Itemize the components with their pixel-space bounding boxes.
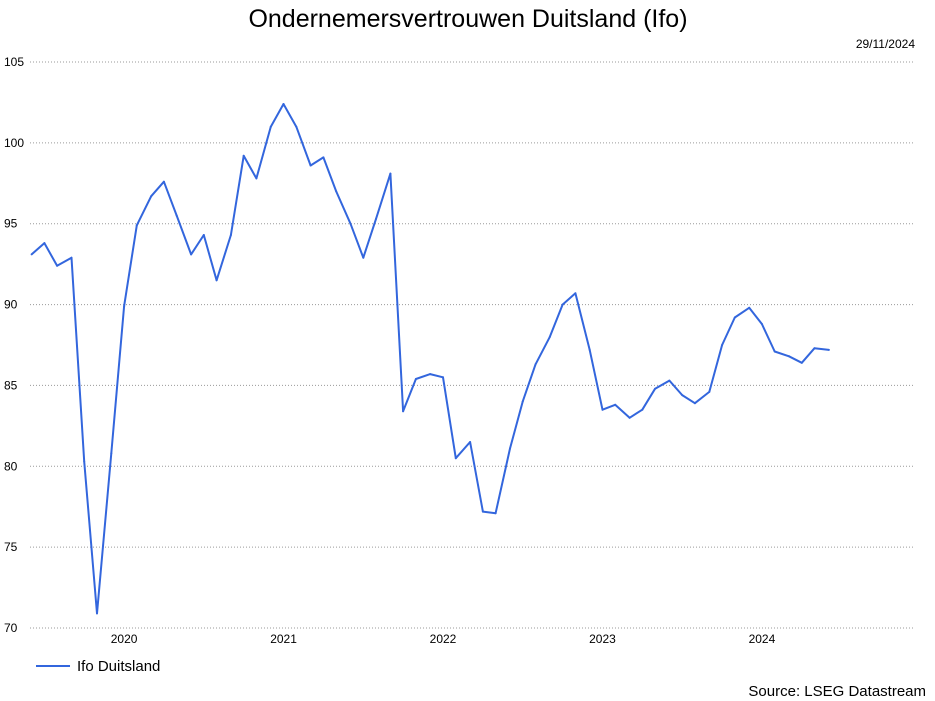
data-point: [56, 264, 59, 267]
data-point: [402, 410, 405, 413]
x-tick-label: 2024: [749, 632, 776, 646]
data-point: [534, 363, 537, 366]
data-point: [96, 612, 98, 615]
data-point: [429, 373, 432, 376]
data-point: [282, 103, 285, 105]
data-point: [760, 323, 763, 325]
x-tick-label: 2023: [589, 632, 616, 646]
series-line-ifo-duitsland: [30, 103, 830, 615]
data-point: [641, 408, 644, 411]
data-point: [721, 344, 724, 346]
data-point: [123, 305, 126, 308]
data-point: [561, 303, 564, 306]
y-tick-label: 70: [4, 621, 18, 635]
data-point: [135, 224, 138, 227]
data-point: [295, 125, 298, 128]
series-layer: [30, 103, 830, 615]
data-point: [202, 234, 205, 236]
data-point: [442, 376, 444, 379]
data-point: [150, 195, 153, 198]
data-point: [389, 172, 392, 175]
data-point: [654, 387, 657, 390]
data-point: [375, 217, 377, 220]
data-point: [349, 222, 352, 225]
data-point: [43, 242, 46, 245]
chart-title: Ondernemersvertrouwen Duitsland (Ifo): [248, 5, 687, 33]
data-point: [628, 416, 631, 419]
source-note: Source: LSEG Datastream: [748, 683, 926, 700]
data-point: [800, 361, 803, 364]
data-point: [162, 180, 165, 183]
data-point: [601, 408, 604, 411]
data-point: [588, 348, 591, 351]
x-tick-label: 2022: [430, 632, 457, 646]
data-point: [229, 234, 232, 236]
data-point: [215, 279, 218, 282]
data-point: [708, 390, 711, 393]
gridlines: [30, 61, 915, 629]
data-point: [773, 350, 776, 353]
y-tick-label: 80: [4, 459, 18, 473]
chart-date: 29/11/2024: [856, 37, 915, 51]
data-point: [788, 355, 790, 358]
data-point: [454, 457, 457, 460]
legend-label: Ifo Duitsland: [77, 658, 160, 675]
data-point: [255, 177, 258, 180]
data-point: [70, 256, 73, 259]
data-point: [509, 447, 511, 450]
legend: Ifo Duitsland: [36, 658, 160, 675]
data-point: [748, 306, 751, 309]
x-tick-label: 2021: [270, 632, 297, 646]
data-point: [494, 512, 497, 515]
y-tick-label: 85: [4, 378, 18, 392]
data-point: [30, 253, 33, 256]
data-point: [83, 460, 86, 463]
data-point: [548, 335, 551, 338]
y-tick-label: 100: [4, 136, 24, 150]
data-point: [175, 214, 178, 217]
data-point: [521, 400, 524, 403]
data-point: [733, 316, 736, 319]
y-tick-label: 95: [4, 217, 18, 231]
data-point: [574, 292, 577, 295]
data-point: [668, 379, 671, 382]
data-point: [827, 348, 830, 351]
data-point: [322, 156, 325, 159]
data-point: [693, 402, 696, 405]
data-point: [269, 125, 272, 128]
y-tick-label: 90: [4, 298, 18, 312]
data-point: [681, 394, 684, 397]
data-point: [309, 164, 312, 167]
data-point: [362, 256, 365, 259]
x-tick-label: 2020: [111, 632, 138, 646]
data-point: [335, 190, 338, 193]
data-point: [110, 452, 113, 455]
data-point: [190, 253, 193, 256]
x-axis-ticks: 2020 2021 2022 2023 2024: [111, 632, 776, 646]
data-point: [469, 441, 472, 443]
data-point: [242, 154, 245, 157]
y-tick-label: 75: [4, 540, 18, 554]
y-axis-ticks: 70 75 80 85 90 95 100 105: [4, 55, 24, 635]
y-tick-label: 105: [4, 55, 24, 69]
data-point: [481, 510, 484, 513]
data-point: [813, 347, 816, 350]
data-point: [614, 403, 617, 406]
data-point: [414, 378, 417, 380]
